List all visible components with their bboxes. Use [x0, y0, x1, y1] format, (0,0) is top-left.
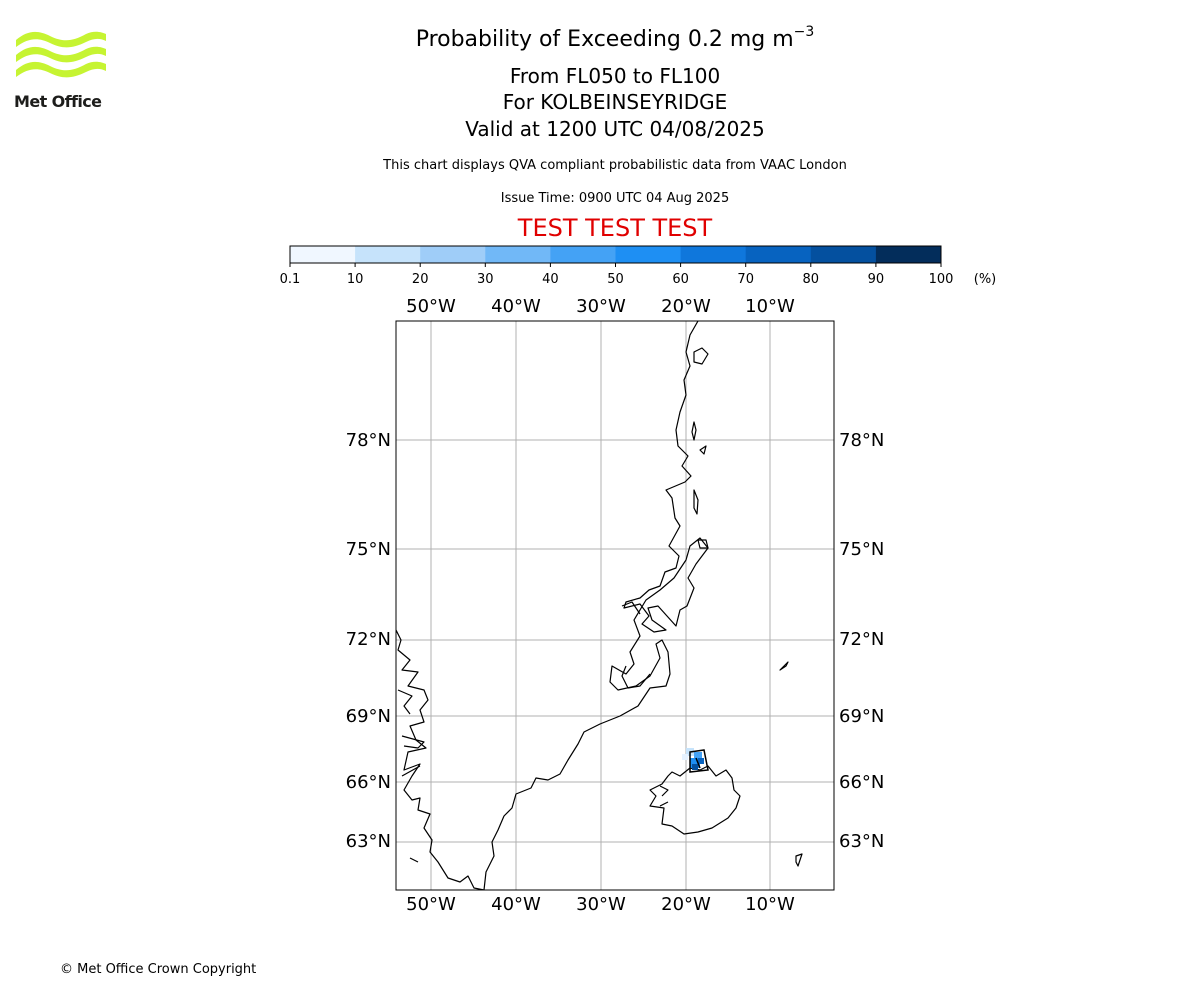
lat-label-right: 72°N	[839, 629, 884, 650]
lon-label-top: 10°W	[745, 296, 795, 317]
greenland-island	[691, 421, 697, 441]
greenland-fjord	[621, 665, 651, 689]
plume-cell	[694, 752, 702, 760]
lon-label-top: 20°W	[661, 296, 711, 317]
plume-cell	[690, 758, 700, 768]
lon-label-top: 50°W	[406, 296, 456, 317]
colorbar-tick-label: 50	[607, 272, 624, 287]
colorbar-tick-label: 100	[929, 272, 954, 287]
colorbar-bin	[875, 246, 942, 263]
colorbar-tick-label: 70	[737, 272, 754, 287]
issue-time: Issue Time: 0900 UTC 04 Aug 2025	[500, 191, 730, 206]
chart-title: Probability of Exceeding 0.2 mg m−3	[0, 23, 1200, 52]
colorbar-bin	[745, 246, 812, 263]
greenland-west-fjord	[401, 765, 421, 777]
plume-contour	[689, 749, 709, 773]
location-title: For KOLBEINSEYRIDGE	[502, 90, 728, 114]
iceland-fjord	[659, 801, 669, 807]
colorbar-bin	[680, 246, 747, 263]
colorbar-bin	[290, 246, 356, 263]
probability-plume	[682, 748, 709, 773]
chart-description: This chart displays QVA compliant probab…	[383, 158, 847, 173]
lon-label-bottom: 50°W	[406, 894, 456, 915]
colorbar-tick-label: 20	[412, 272, 429, 287]
plume-cell	[698, 758, 704, 764]
colorbar-tick-label: 40	[542, 272, 559, 287]
plume-cell	[682, 754, 688, 760]
colorbar-tick-label: 10	[347, 272, 364, 287]
plume-contour	[695, 757, 701, 769]
greenland-fjord	[621, 601, 641, 615]
iceland-coast	[649, 765, 741, 835]
greenland-east-coast	[483, 321, 709, 890]
colorbar: 0.1 10 20 30 40 50 60 70 80 90 100	[280, 245, 954, 287]
lat-label-right: 66°N	[839, 772, 884, 793]
greenland-west-fjord	[401, 735, 425, 749]
copyright-notice: © Met Office Crown Copyright	[60, 962, 257, 977]
greenland-island	[693, 347, 709, 365]
met-office-logo: Met Office	[14, 30, 108, 112]
plume-cell	[692, 764, 698, 770]
lon-label-bottom: 40°W	[491, 894, 541, 915]
colorbar-bin	[615, 246, 682, 263]
greenland-island	[699, 445, 707, 455]
lon-label-top: 40°W	[491, 296, 541, 317]
colorbar-tick-label: 60	[672, 272, 689, 287]
greenland-island	[697, 539, 709, 549]
colorbar-bin	[485, 246, 551, 263]
chart-title-exponent: −3	[793, 23, 815, 40]
iceland-fjord	[659, 785, 669, 797]
lon-label-bottom: 20°W	[661, 894, 711, 915]
greenland-west-fjord	[409, 857, 419, 863]
lat-label-left: 66°N	[346, 772, 391, 793]
lat-label-left: 78°N	[346, 430, 391, 451]
colorbar-tick-label: 80	[803, 272, 820, 287]
lat-label-right: 78°N	[839, 430, 884, 451]
map-gridlines	[396, 321, 834, 890]
lat-label-right: 63°N	[839, 831, 884, 852]
map-frame	[395, 320, 835, 891]
greenland-west-fjord	[397, 689, 413, 715]
colorbar-unit: (%)	[974, 272, 997, 287]
colorbar-tick-label: 30	[477, 272, 494, 287]
colorbar-bin	[550, 246, 616, 263]
faroe-islands	[795, 853, 803, 867]
lat-label-left: 69°N	[346, 706, 391, 727]
greenland-west-coast	[396, 629, 485, 890]
chart-title-main: Probability of Exceeding 0.2 mg m	[415, 27, 794, 52]
lat-label-right: 69°N	[839, 706, 884, 727]
logo-text: Met Office	[14, 92, 102, 111]
greenland-island	[693, 489, 699, 515]
flight-level-range: From FL050 to FL100	[509, 64, 721, 88]
lat-label-left: 75°N	[346, 539, 391, 560]
colorbar-bin	[420, 246, 486, 263]
colorbar-tick-label: 0.1	[280, 272, 301, 287]
jan-mayen-island	[779, 661, 789, 671]
colorbar-bin	[810, 246, 877, 263]
met-office-waves-icon	[16, 31, 106, 78]
test-banner: TEST TEST TEST	[517, 214, 713, 242]
lon-label-bottom: 10°W	[745, 894, 795, 915]
lat-label-right: 75°N	[839, 539, 884, 560]
valid-time: Valid at 1200 UTC 04/08/2025	[465, 117, 765, 141]
lat-label-left: 72°N	[346, 629, 391, 650]
lat-label-left: 63°N	[346, 831, 391, 852]
lon-label-top: 30°W	[576, 296, 626, 317]
colorbar-bin	[355, 246, 421, 263]
colorbar-tick-label: 90	[868, 272, 885, 287]
lon-label-bottom: 30°W	[576, 894, 626, 915]
